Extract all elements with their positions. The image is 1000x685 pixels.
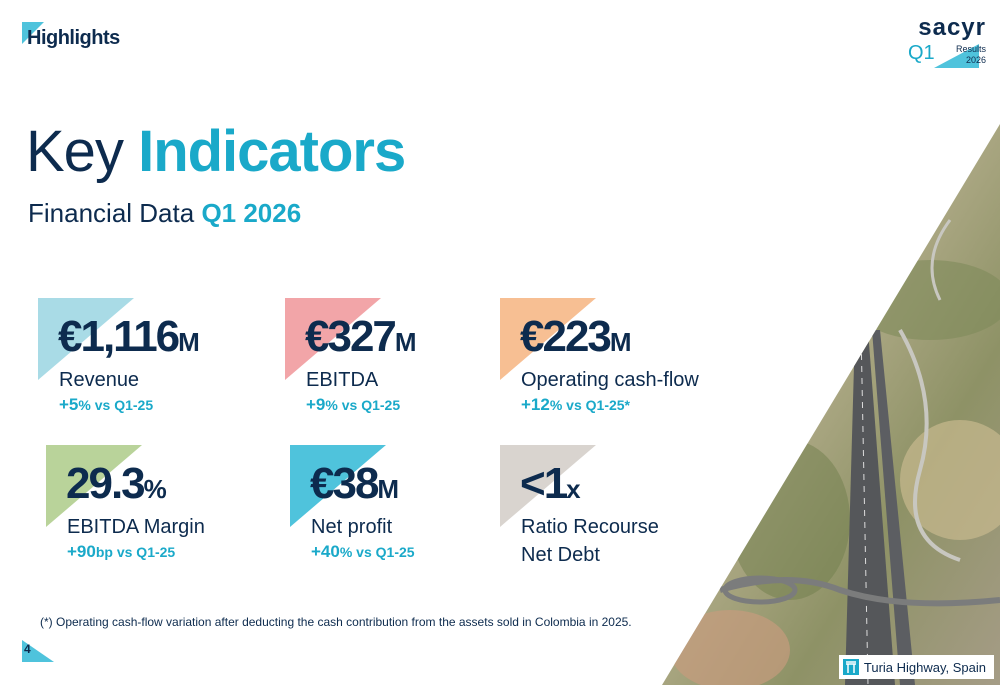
delta-suffix: % vs Q1-25* bbox=[549, 397, 631, 413]
kpi-triangle bbox=[500, 298, 596, 380]
title-part: Key bbox=[26, 119, 124, 184]
delta-suffix: % vs Q1-25 bbox=[78, 397, 154, 413]
kpi-triangle bbox=[290, 445, 386, 527]
kpi-value: <1x bbox=[520, 459, 581, 509]
kpi-delta: +5% vs Q1-25 bbox=[59, 395, 153, 415]
delta-suffix: % vs Q1-25 bbox=[339, 544, 415, 560]
kpi-triangle bbox=[38, 298, 134, 380]
section-mark bbox=[22, 22, 44, 44]
kpi-unit: M bbox=[178, 327, 200, 357]
kpi-label: EBITDA bbox=[306, 366, 378, 394]
delta-value: +40 bbox=[311, 542, 340, 561]
title-accent: Indicators bbox=[138, 119, 406, 184]
kpi-number: €327 bbox=[305, 312, 397, 361]
caption-text: Turia Highway, Spain bbox=[863, 659, 986, 675]
kpi-card: €1,116M Revenue +5% vs Q1-25 bbox=[38, 298, 258, 438]
delta-value: +90 bbox=[67, 542, 96, 561]
subtitle: Financial Data Q1 2026 bbox=[28, 198, 301, 229]
kpi-delta: +9% vs Q1-25 bbox=[306, 395, 400, 415]
kpi-triangle bbox=[46, 445, 142, 527]
kpi-value: €223M bbox=[520, 312, 632, 362]
kpi-label-line: Net profit bbox=[311, 516, 393, 538]
kpi-value: 29.3% bbox=[66, 459, 167, 509]
triangle bbox=[285, 298, 381, 380]
delta-value: +5 bbox=[59, 395, 79, 414]
footnote: (*) Operating cash-flow variation after … bbox=[40, 615, 632, 629]
kpi-unit: M bbox=[377, 474, 400, 504]
subtitle-accent: Q1 2026 bbox=[201, 198, 302, 228]
kpi-delta: +90bp vs Q1-25 bbox=[67, 542, 175, 562]
kpi-card: €223M Operating cash-flow +12% vs Q1-25* bbox=[500, 298, 720, 438]
page-mark bbox=[22, 640, 54, 662]
kpi-number: €223 bbox=[520, 312, 612, 361]
photo-caption: Turia Highway, Spain bbox=[838, 655, 994, 679]
triangle bbox=[290, 445, 386, 527]
badge-line: 2026 bbox=[965, 55, 986, 65]
kpi-number: 29.3 bbox=[66, 459, 146, 508]
kpi-label: Operating cash-flow bbox=[521, 366, 699, 394]
badge-line: Results bbox=[955, 44, 986, 54]
logo: sacyr Q1 Results 2026 bbox=[906, 14, 986, 70]
kpi-value: €38M bbox=[310, 459, 399, 509]
kpi-value: €327M bbox=[305, 312, 417, 362]
kpi-triangle bbox=[285, 298, 381, 380]
kpi-value: €1,116M bbox=[58, 312, 200, 362]
kpi-number: €38 bbox=[310, 459, 379, 508]
kpi-unit: M bbox=[609, 327, 632, 357]
kpi-unit: M bbox=[394, 327, 417, 357]
kpi-unit: x bbox=[566, 474, 581, 504]
kpi-label: EBITDA Margin bbox=[67, 513, 205, 541]
badge-text: Results 2026 bbox=[956, 44, 986, 66]
caption-icon bbox=[842, 659, 859, 675]
brand: sacyr bbox=[918, 14, 986, 41]
period: Q1 bbox=[908, 42, 935, 64]
badge bbox=[934, 44, 979, 68]
triangle bbox=[46, 445, 142, 527]
kpi-label-line: EBITDA Margin bbox=[67, 516, 205, 538]
triangle bbox=[500, 298, 596, 380]
title: Key Indicators bbox=[26, 118, 406, 185]
delta-suffix: bp vs Q1-25 bbox=[95, 544, 176, 560]
kpi-card: <1x Ratio Recourse Net Debt bbox=[500, 445, 720, 585]
delta-suffix: % vs Q1-25 bbox=[325, 397, 401, 413]
kpi-delta: +12% vs Q1-25* bbox=[521, 395, 630, 415]
kpi-triangle bbox=[500, 445, 596, 527]
kpi-card: 29.3% EBITDA Margin +90bp vs Q1-25 bbox=[46, 445, 266, 585]
kpi-label-line: EBITDA bbox=[306, 369, 379, 391]
kpi-label-line: Ratio Recourse bbox=[521, 516, 659, 538]
subtitle-part: Financial Data bbox=[28, 198, 195, 228]
section-title: Highlights bbox=[27, 27, 120, 49]
triangle bbox=[38, 298, 134, 380]
kpi-label-line: Revenue bbox=[59, 369, 140, 391]
kpi-label: Ratio Recourse Net Debt bbox=[521, 513, 659, 569]
kpi-label-line: Operating cash-flow bbox=[521, 369, 699, 391]
triangle bbox=[500, 445, 596, 527]
kpi-label: Net profit bbox=[311, 513, 392, 541]
kpi-label-line: Net Debt bbox=[521, 544, 600, 566]
kpi-number: <1 bbox=[520, 459, 568, 508]
delta-value: +9 bbox=[306, 395, 326, 414]
kpi-number: €1,116 bbox=[58, 312, 180, 361]
kpi-delta: +40% vs Q1-25 bbox=[311, 542, 415, 562]
kpi-unit: % bbox=[143, 474, 167, 504]
delta-value: +12 bbox=[521, 395, 550, 414]
page-number: 4 bbox=[24, 642, 31, 656]
kpi-label: Revenue bbox=[59, 366, 139, 394]
kpi-card: €38M Net profit +40% vs Q1-25 bbox=[290, 445, 510, 585]
kpi-card: €327M EBITDA +9% vs Q1-25 bbox=[285, 298, 505, 438]
